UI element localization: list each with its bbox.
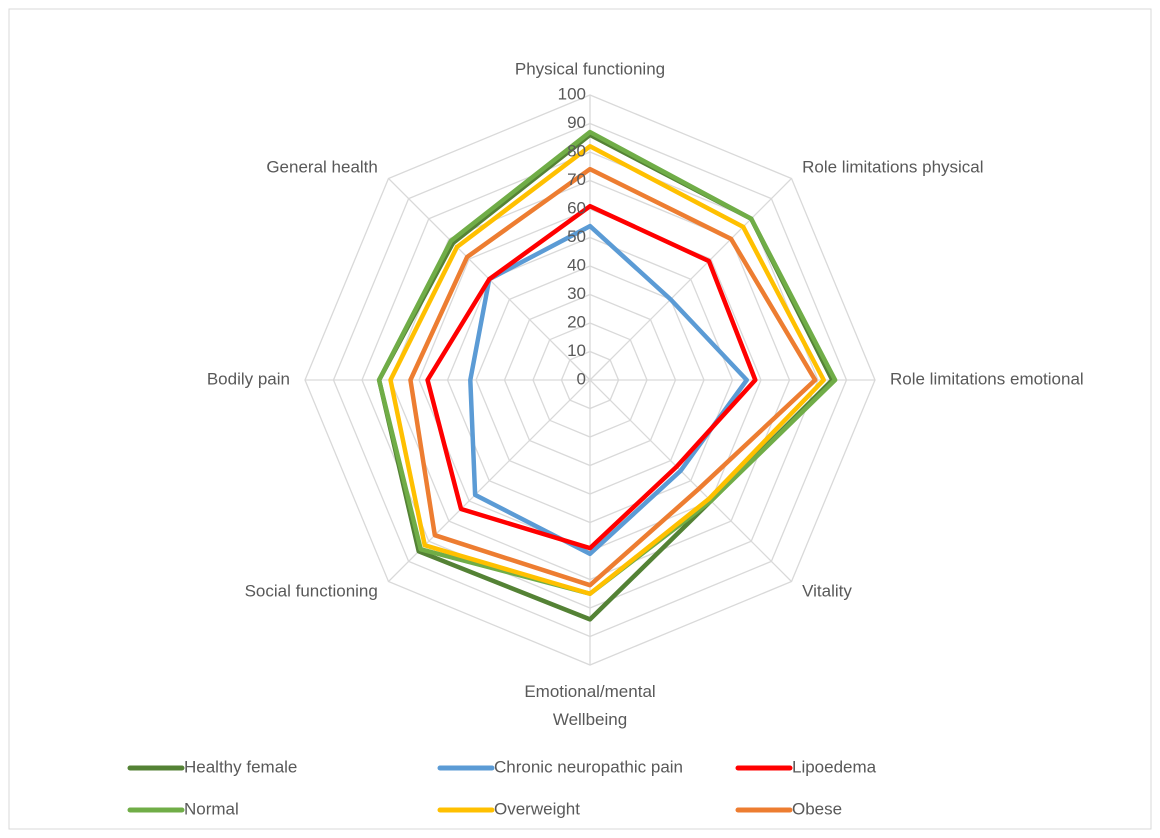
category-label: Role limitations physical — [802, 157, 983, 176]
r-tick-label: 20 — [567, 312, 586, 331]
r-tick-label: 50 — [567, 227, 586, 246]
series-line — [408, 166, 818, 588]
category-label: Emotional/mental Wellbeing — [524, 682, 656, 729]
legend-label: Lipoedema — [792, 757, 877, 776]
r-tick-label: 90 — [567, 113, 586, 132]
category-label: Bodily pain — [207, 369, 290, 388]
spoke — [589, 178, 792, 381]
legend-label: Obese — [792, 799, 842, 818]
series-line — [468, 223, 749, 557]
category-label: Social functioning — [245, 582, 378, 601]
r-tick-label: 70 — [567, 170, 586, 189]
category-label: General health — [266, 157, 378, 176]
category-label: Role limitations emotional — [890, 369, 1084, 388]
r-tick-label: 10 — [567, 341, 586, 360]
category-label: Physical functioning — [515, 59, 665, 78]
legend-label: Healthy female — [184, 757, 297, 776]
r-tick-label: 0 — [577, 369, 586, 388]
chart-frame — [8, 8, 1152, 830]
series-line — [425, 203, 758, 551]
r-tick-label: 80 — [567, 141, 586, 160]
r-tick-label: 30 — [567, 284, 586, 303]
legend-label: Overweight — [494, 799, 580, 818]
r-tick-label: 100 — [558, 84, 586, 103]
series-line — [388, 144, 826, 596]
r-tick-label: 60 — [567, 198, 586, 217]
legend-label: Chronic neuropathic pain — [494, 757, 683, 776]
category-label: Vitality — [802, 582, 852, 601]
legend-label: Normal — [184, 799, 239, 818]
r-tick-label: 40 — [567, 255, 586, 274]
spoke — [589, 379, 792, 582]
